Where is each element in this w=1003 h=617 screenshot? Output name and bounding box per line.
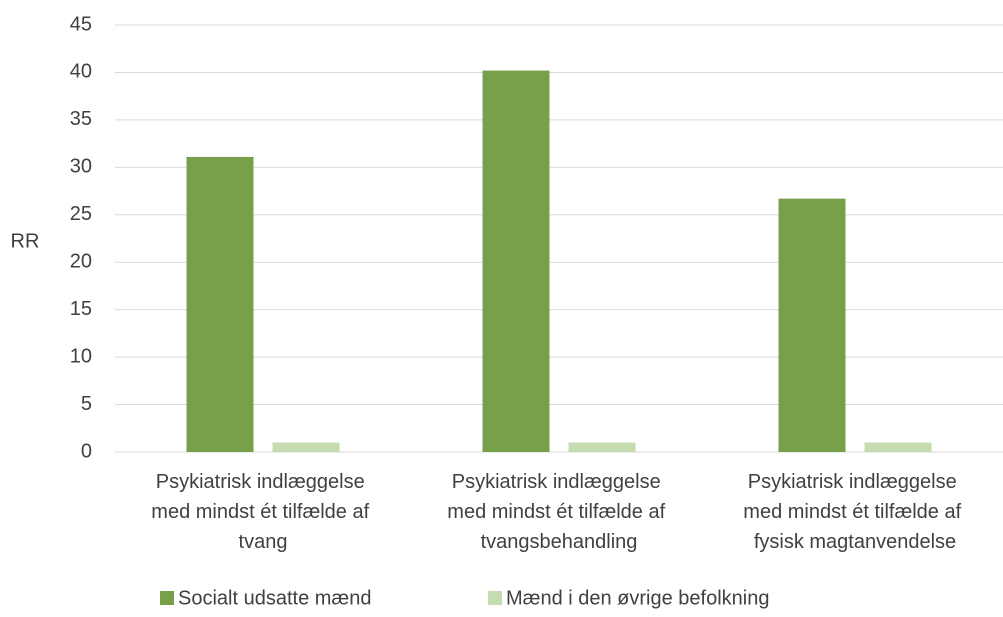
y-tick-label: 10: [70, 345, 92, 367]
y-tick-label: 30: [70, 156, 92, 178]
bar: [186, 156, 254, 452]
y-tick-label: 40: [70, 61, 92, 83]
y-tick-label: 25: [70, 203, 92, 225]
bar: [568, 442, 636, 452]
y-axis-label: RR: [11, 230, 40, 252]
bar: [778, 198, 846, 452]
legend-swatch: [160, 591, 174, 605]
y-tick-label: 35: [70, 108, 92, 130]
y-tick-label: 0: [81, 440, 92, 462]
legend-label: Socialt udsatte mænd: [178, 587, 371, 609]
y-tick-label: 5: [81, 393, 92, 415]
x-tick-label: Psykiatrisk indlæggelse med mindst ét ti…: [447, 471, 670, 553]
bar: [864, 442, 932, 452]
y-tick-label: 20: [70, 251, 92, 273]
legend-swatch: [488, 591, 502, 605]
bar: [272, 442, 340, 452]
y-tick-label: 15: [70, 298, 92, 320]
bar: [482, 70, 550, 453]
x-tick-label: Psykiatrisk indlæggelse med mindst ét ti…: [743, 471, 966, 553]
legend-label: Mænd i den øvrige befolkning: [506, 587, 769, 609]
y-tick-label: 45: [70, 13, 92, 35]
x-tick-label: Psykiatrisk indlæggelse med mindst ét ti…: [151, 471, 374, 553]
